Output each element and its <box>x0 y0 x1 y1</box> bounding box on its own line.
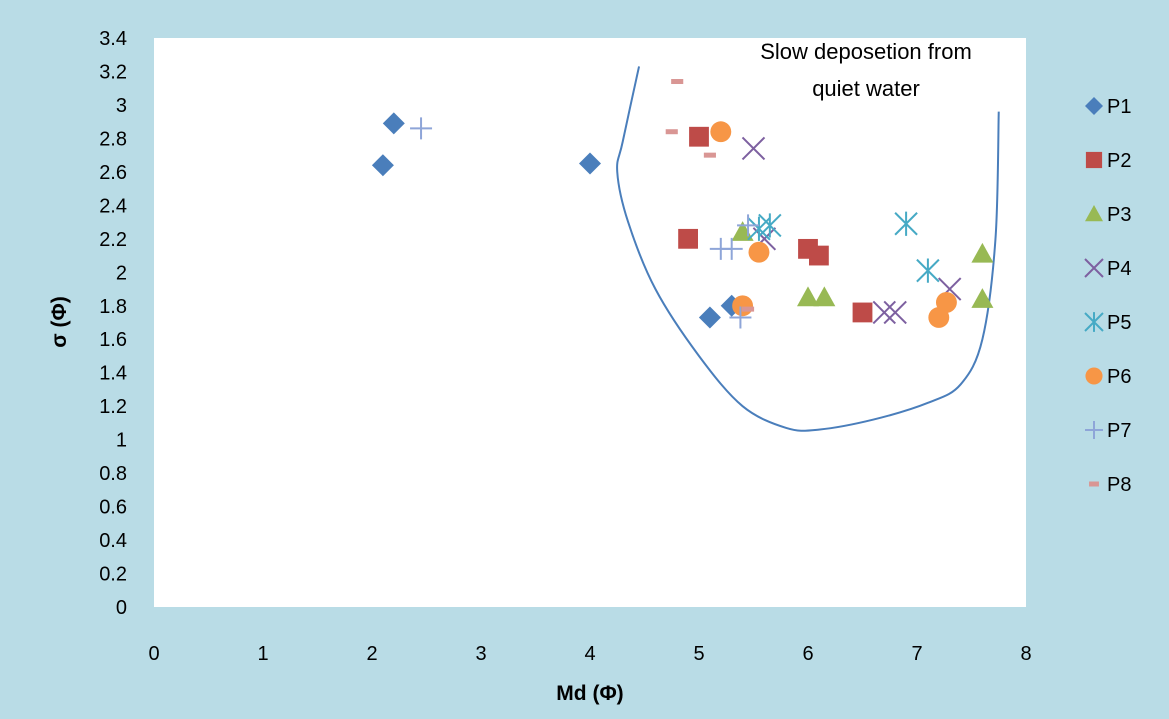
data-point-p2 <box>809 245 829 266</box>
y-tick-label: 0.6 <box>99 497 127 519</box>
y-tick-label: 0 <box>116 597 127 619</box>
x-tick-label: 3 <box>475 643 486 665</box>
data-point-p2 <box>852 302 873 323</box>
data-point-p2 <box>678 228 698 249</box>
data-point-p1 <box>579 152 601 175</box>
data-point-p6 <box>935 291 957 313</box>
x-tick-label: 2 <box>366 643 377 665</box>
data-point-p5 <box>916 258 940 283</box>
legend-label-p6: P6 <box>1107 366 1131 388</box>
data-point-p4 <box>872 300 897 325</box>
data-point-p7 <box>410 117 433 140</box>
data-point-p6 <box>748 241 770 263</box>
data-point-p8 <box>665 129 678 135</box>
data-point-p4 <box>741 136 766 161</box>
data-point-p3 <box>813 286 836 307</box>
y-tick-label: 3.2 <box>99 61 127 83</box>
legend-marker-p1 <box>1085 97 1103 115</box>
data-point-p6 <box>710 121 732 143</box>
plot-area <box>154 38 1026 607</box>
data-point-p5 <box>894 211 918 236</box>
y-axis-title: σ (Φ) <box>48 296 71 347</box>
data-point-p3 <box>971 288 994 308</box>
y-tick-label: 1.2 <box>99 396 127 418</box>
y-tick-label: 2.8 <box>99 128 127 150</box>
x-axis-title: Md (Φ) <box>556 682 623 705</box>
boundary-curve-group <box>616 66 1000 432</box>
legend-marker-p7 <box>1085 421 1103 439</box>
y-tick-labels: 0 0.2 0.4 0.6 0.8 1 1.2 1.4 1.6 1.8 2 2.2 2.4 2.6 2.8 3… <box>99 28 127 619</box>
legend-label-p3: P3 <box>1107 204 1131 226</box>
y-tick-label: 2.2 <box>99 229 127 251</box>
annotation-line-1: Slow deposetion from <box>760 39 972 64</box>
y-tick-label: 0.2 <box>99 564 127 586</box>
legend-label-p7: P7 <box>1107 420 1131 442</box>
data-point-p5 <box>758 213 782 238</box>
y-tick-label: 2.4 <box>99 195 127 217</box>
x-tick-label: 4 <box>584 643 595 665</box>
data-point-p1 <box>371 154 394 177</box>
legend: P1 P2 P3 P4 P5 P6 P7 P8 <box>1084 96 1131 496</box>
legend-marker-p5 <box>1084 312 1104 332</box>
y-tick-label: 1.8 <box>99 296 127 318</box>
x-tick-label: 7 <box>911 643 922 665</box>
x-tick-label: 5 <box>693 643 704 665</box>
y-tick-label: 2 <box>116 262 127 284</box>
legend-marker-p8 <box>1089 481 1099 487</box>
y-tick-label: 1.4 <box>99 363 127 385</box>
x-tick-label: 6 <box>802 643 813 665</box>
data-point-p4 <box>883 300 907 325</box>
y-tick-label: 3.4 <box>99 28 127 50</box>
data-point-p8 <box>742 306 755 312</box>
legend-marker-p4 <box>1084 258 1104 278</box>
legend-label-p8: P8 <box>1107 474 1131 496</box>
boundary-curve <box>616 66 1000 432</box>
data-point-p7 <box>720 237 743 260</box>
y-tick-label: 0.8 <box>99 463 127 485</box>
y-tick-label: 0.4 <box>99 530 127 552</box>
legend-label-p4: P4 <box>1107 258 1131 280</box>
data-point-p7 <box>729 306 752 329</box>
data-point-p1 <box>382 112 405 135</box>
data-point-p8 <box>671 79 684 85</box>
y-tick-label: 2.6 <box>99 162 127 184</box>
data-point-p2 <box>689 126 709 147</box>
y-tick-label: 1 <box>116 430 127 452</box>
data-point-p6 <box>732 295 754 317</box>
y-tick-label: 3 <box>116 95 127 117</box>
data-point-p3 <box>971 242 994 263</box>
legend-marker-p3 <box>1085 205 1103 222</box>
data-points <box>371 79 994 329</box>
data-point-p8 <box>703 152 716 158</box>
legend-label-p2: P2 <box>1107 150 1131 172</box>
y-tick-label: 1.6 <box>99 329 127 351</box>
legend-label-p5: P5 <box>1107 312 1131 334</box>
x-tick-label: 8 <box>1020 643 1031 665</box>
data-point-p1 <box>698 306 721 329</box>
x-tick-label: 1 <box>257 643 268 665</box>
legend-label-p1: P1 <box>1107 96 1131 118</box>
legend-marker-p6 <box>1085 367 1103 385</box>
data-point-p3 <box>797 286 819 307</box>
legend-marker-p2 <box>1085 151 1103 169</box>
x-tick-labels: 0 1 2 3 4 5 6 7 8 <box>148 643 1031 665</box>
annotation-line-2: quiet water <box>812 76 920 101</box>
x-tick-label: 0 <box>148 643 159 665</box>
data-point-p7 <box>737 214 760 237</box>
